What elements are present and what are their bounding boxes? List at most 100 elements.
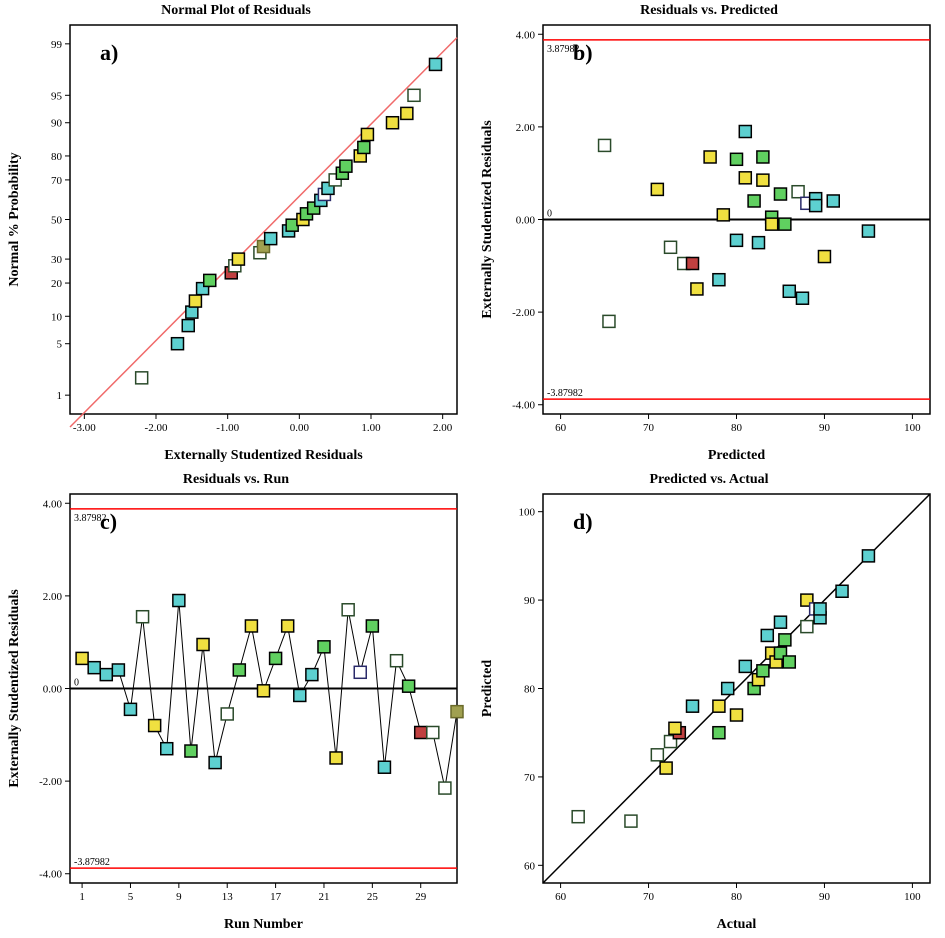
panel-label: d) bbox=[573, 509, 593, 534]
x-tick-label: 80 bbox=[731, 422, 743, 434]
x-tick-label: -3.00 bbox=[73, 422, 96, 434]
data-point bbox=[136, 372, 148, 384]
y-tick-label: 0.00 bbox=[43, 684, 63, 696]
chart-title: Normal Plot of Residuals bbox=[161, 3, 311, 18]
y-axis-label: Normal % Probability bbox=[7, 152, 22, 286]
y-axis-label: Externally Studentized Residuals bbox=[7, 589, 22, 788]
data-point bbox=[265, 233, 277, 245]
limit-label: -3.87982 bbox=[74, 857, 110, 868]
y-tick-label: 50 bbox=[51, 215, 63, 227]
data-point bbox=[814, 603, 826, 615]
limit-label: -3.87982 bbox=[547, 388, 583, 399]
data-point bbox=[401, 107, 413, 119]
data-point bbox=[836, 585, 848, 597]
data-point bbox=[76, 652, 88, 664]
y-tick-label: 30 bbox=[51, 254, 63, 266]
data-point bbox=[783, 656, 795, 668]
data-point bbox=[800, 621, 812, 633]
data-point bbox=[602, 315, 614, 327]
data-point bbox=[818, 251, 830, 263]
y-tick-label: 95 bbox=[51, 90, 63, 102]
data-point bbox=[712, 274, 724, 286]
data-point bbox=[809, 200, 821, 212]
x-tick-label: 100 bbox=[904, 891, 921, 903]
panel-label: b) bbox=[573, 40, 593, 65]
chart-title: Residuals vs. Run bbox=[183, 472, 289, 487]
y-tick-label: 10 bbox=[51, 311, 63, 323]
data-point bbox=[765, 218, 777, 230]
data-point bbox=[690, 283, 702, 295]
y-tick-label: 5 bbox=[57, 339, 63, 351]
data-point bbox=[730, 234, 742, 246]
data-point bbox=[342, 604, 354, 616]
y-tick-label: 20 bbox=[51, 278, 63, 290]
y-tick-label: 90 bbox=[51, 118, 63, 130]
data-point bbox=[783, 285, 795, 297]
data-point bbox=[739, 126, 751, 138]
data-point bbox=[792, 186, 804, 198]
data-point bbox=[378, 761, 390, 773]
data-point bbox=[624, 815, 636, 827]
x-tick-label: 13 bbox=[222, 891, 234, 903]
y-tick-label: -2.00 bbox=[39, 776, 62, 788]
y-tick-label: 70 bbox=[51, 175, 63, 187]
data-point bbox=[598, 139, 610, 151]
data-point bbox=[686, 700, 698, 712]
data-point bbox=[430, 58, 442, 70]
y-tick-label: 90 bbox=[524, 595, 536, 607]
x-tick-label: 60 bbox=[555, 422, 567, 434]
data-point bbox=[354, 666, 366, 678]
data-point bbox=[756, 151, 768, 163]
data-point bbox=[306, 669, 318, 681]
panel-label: c) bbox=[100, 509, 117, 534]
data-point bbox=[294, 689, 306, 701]
data-point bbox=[124, 703, 136, 715]
y-tick-label: 60 bbox=[524, 860, 536, 872]
data-point bbox=[403, 680, 415, 692]
plot-border bbox=[70, 25, 457, 414]
y-tick-label: 4.00 bbox=[43, 498, 63, 510]
data-point bbox=[862, 550, 874, 562]
data-point bbox=[756, 665, 768, 677]
data-point bbox=[415, 726, 427, 738]
panel-b: Residuals vs. Predicted60708090100-4.00-… bbox=[473, 0, 945, 469]
data-point bbox=[185, 745, 197, 757]
data-point bbox=[358, 141, 370, 153]
data-point bbox=[270, 652, 282, 664]
y-tick-label: 70 bbox=[524, 772, 536, 784]
data-point bbox=[730, 709, 742, 721]
data-point bbox=[197, 639, 209, 651]
x-tick-label: 90 bbox=[818, 422, 830, 434]
data-point bbox=[721, 683, 733, 695]
x-tick-label: 21 bbox=[318, 891, 329, 903]
data-point bbox=[756, 174, 768, 186]
data-point bbox=[232, 253, 244, 265]
x-tick-label: 25 bbox=[367, 891, 379, 903]
data-point bbox=[730, 153, 742, 165]
zero-label: 0 bbox=[547, 209, 552, 220]
y-tick-label: 80 bbox=[524, 684, 536, 696]
data-point bbox=[387, 117, 399, 129]
zero-label: 0 bbox=[74, 678, 79, 689]
x-tick-label: -1.00 bbox=[216, 422, 239, 434]
y-tick-label: 2.00 bbox=[515, 122, 535, 134]
data-point bbox=[361, 128, 373, 140]
data-point bbox=[451, 706, 463, 718]
data-point bbox=[774, 188, 786, 200]
x-tick-label: 1.00 bbox=[361, 422, 381, 434]
y-tick-label: 4.00 bbox=[515, 29, 535, 41]
data-point bbox=[752, 237, 764, 249]
x-tick-label: 17 bbox=[270, 891, 282, 903]
data-point bbox=[366, 620, 378, 632]
data-point bbox=[204, 274, 216, 286]
data-point bbox=[739, 172, 751, 184]
data-point bbox=[427, 726, 439, 738]
data-point bbox=[245, 620, 257, 632]
y-tick-label: 99 bbox=[51, 39, 63, 51]
data-point bbox=[189, 295, 201, 307]
data-point bbox=[330, 752, 342, 764]
data-point bbox=[340, 160, 352, 172]
data-point bbox=[282, 620, 294, 632]
data-point bbox=[712, 727, 724, 739]
x-tick-label: -2.00 bbox=[145, 422, 168, 434]
